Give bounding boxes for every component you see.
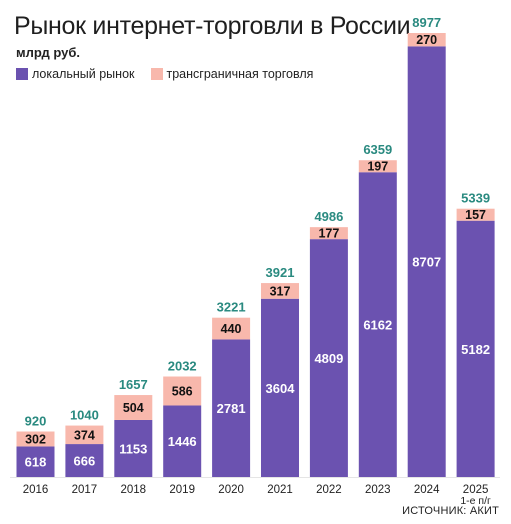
- x-tick-note-2025: 1-е п/г: [460, 495, 491, 507]
- x-tick-label-2024: 2024: [414, 484, 440, 496]
- value-label-crossborder-2020: 440: [221, 322, 242, 336]
- bar-local-2023: [358, 172, 397, 478]
- legend-item-local: локальный рынок: [16, 67, 135, 81]
- total-label-2021: 3921: [266, 265, 295, 280]
- value-label-local-2020: 2781: [217, 401, 246, 416]
- value-label-local-2019: 1446: [168, 434, 197, 449]
- bar-local-2019: [163, 405, 202, 477]
- bar-local-2024: [407, 46, 446, 477]
- value-label-local-2017: 666: [74, 454, 96, 469]
- value-label-local-2016: 618: [25, 455, 47, 470]
- x-tick-label-2023: 2023: [365, 484, 391, 496]
- total-label-2018: 1657: [119, 377, 148, 392]
- value-label-local-2024: 8707: [412, 255, 441, 270]
- value-label-crossborder-2017: 374: [74, 428, 95, 442]
- value-label-crossborder-2021: 317: [270, 284, 291, 298]
- legend-swatch-crossborder: [150, 68, 163, 80]
- total-label-2016: 920: [25, 413, 47, 428]
- bar-local-2025: [456, 220, 495, 477]
- value-label-local-2018: 1153: [119, 441, 147, 456]
- value-label-crossborder-2019: 586: [172, 384, 193, 398]
- total-label-2024: 8977: [412, 15, 441, 30]
- value-label-crossborder-2024: 270: [416, 33, 437, 47]
- bar-local-2017: [65, 444, 104, 477]
- total-label-2020: 3221: [217, 300, 246, 315]
- bar-crossborder-2020: [212, 317, 251, 340]
- bar-crossborder-2019: [163, 376, 202, 406]
- bar-crossborder-2022: [309, 227, 348, 240]
- source-note: ИСТОЧНИК: АКИТ: [402, 505, 499, 517]
- value-label-crossborder-2016: 302: [25, 432, 46, 446]
- value-label-crossborder-2018: 504: [123, 401, 144, 415]
- bar-local-2018: [114, 419, 153, 477]
- x-tick-label-2025: 2025: [463, 484, 489, 496]
- value-label-local-2021: 3604: [266, 381, 296, 396]
- bar-crossborder-2024: [407, 33, 446, 47]
- bar-local-2016: [16, 446, 55, 477]
- value-label-local-2025: 5182: [461, 342, 490, 357]
- x-tick-label-2021: 2021: [267, 484, 293, 496]
- legend-label-local: локальный рынок: [32, 67, 135, 81]
- value-label-local-2022: 4809: [314, 351, 343, 366]
- value-label-crossborder-2023: 197: [367, 160, 388, 174]
- legend-label-crossborder: трансграничная торговля: [166, 67, 314, 81]
- x-tick-label-2019: 2019: [169, 484, 195, 496]
- total-label-2017: 1040: [70, 408, 99, 423]
- bar-crossborder-2017: [65, 425, 104, 445]
- x-tick-label-2016: 2016: [23, 484, 49, 496]
- total-label-2022: 4986: [314, 209, 343, 224]
- value-label-local-2023: 6162: [363, 318, 392, 333]
- bar-crossborder-2018: [114, 395, 153, 420]
- x-tick-label-2018: 2018: [121, 484, 147, 496]
- bar-local-2020: [212, 339, 251, 477]
- x-tick-label-2017: 2017: [72, 484, 98, 496]
- legend: локальный рынок трансграничная торговля: [16, 67, 329, 81]
- bar-local-2022: [309, 239, 348, 477]
- value-label-crossborder-2025: 157: [465, 208, 486, 222]
- legend-item-crossborder: трансграничная торговля: [150, 67, 314, 81]
- chart-title: Рынок интернет-торговли в России: [14, 12, 411, 40]
- total-label-2025: 5339: [461, 191, 490, 206]
- total-label-2023: 6359: [363, 142, 392, 157]
- x-tick-label-2020: 2020: [218, 484, 244, 496]
- bar-crossborder-2021: [261, 283, 299, 299]
- chart-subtitle: млрд руб.: [16, 45, 80, 60]
- legend-swatch-local: [16, 68, 28, 80]
- bar-local-2021: [261, 298, 299, 477]
- bar-crossborder-2016: [16, 431, 55, 447]
- x-tick-label-2022: 2022: [316, 484, 342, 496]
- bar-crossborder-2023: [358, 160, 397, 173]
- total-label-2019: 2032: [168, 358, 197, 373]
- bar-crossborder-2025: [456, 208, 495, 221]
- value-label-crossborder-2022: 177: [318, 227, 339, 241]
